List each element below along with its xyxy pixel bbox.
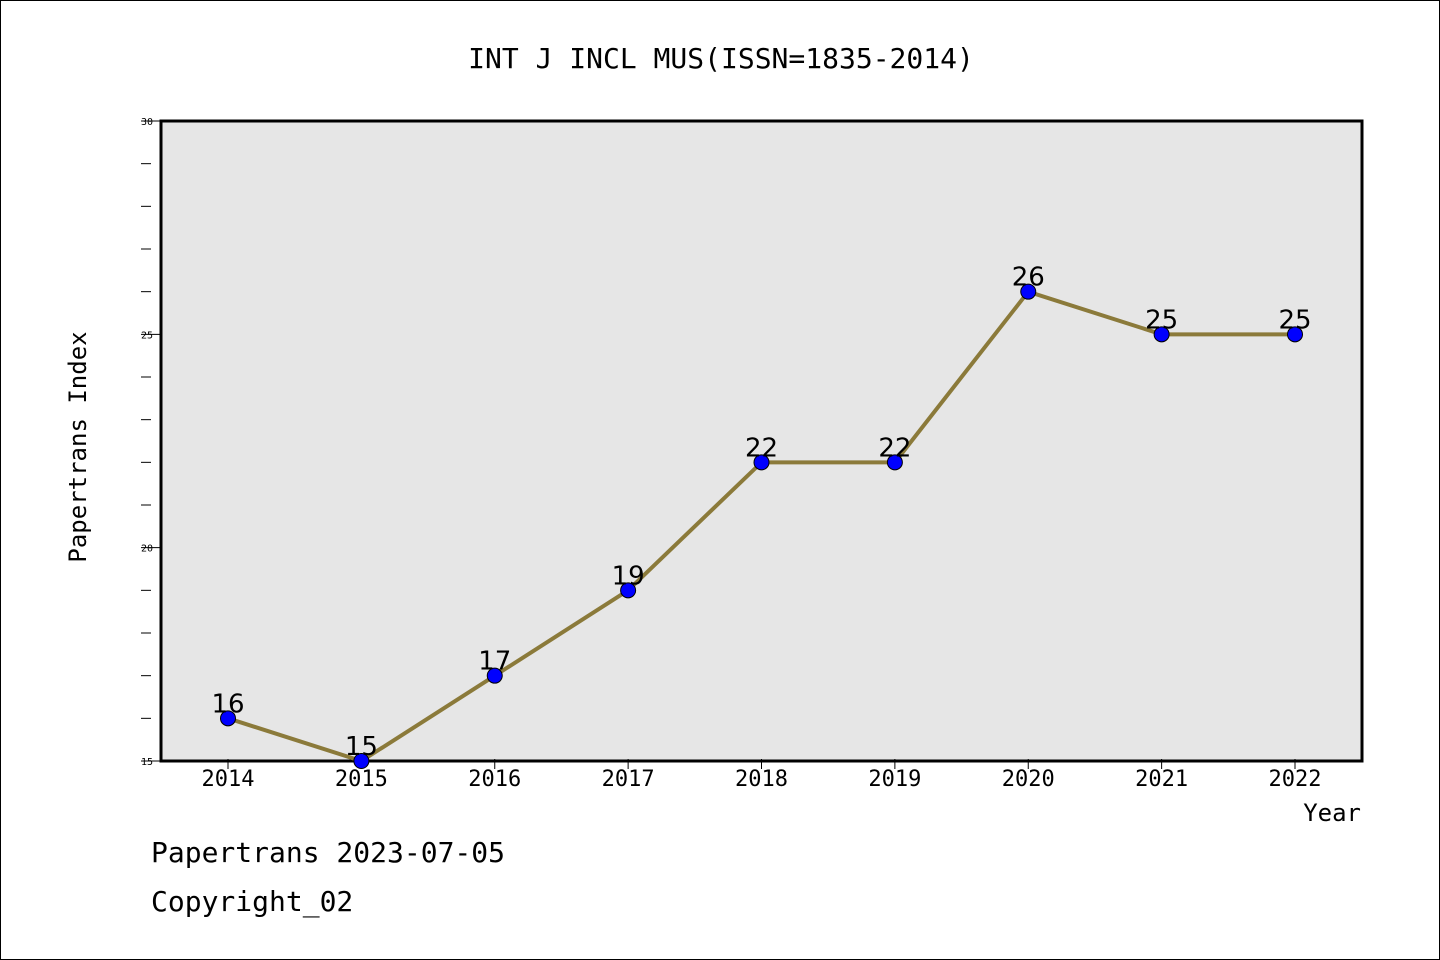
x-tick-label: 2021 — [1135, 767, 1188, 792]
x-tick-label: 2017 — [602, 767, 655, 792]
x-tick-label: 2018 — [735, 767, 788, 792]
plot-area — [159, 119, 1364, 763]
x-tick-label: 2020 — [1002, 767, 1055, 792]
footer-date-text: Papertrans 2023-07-05 — [151, 836, 506, 869]
x-tick-label: 2014 — [202, 767, 255, 792]
data-point — [353, 753, 370, 769]
chart-title: INT J INCL MUS(ISSN=1835-2014) — [468, 42, 974, 75]
data-point — [753, 454, 770, 471]
data-label: 17 — [478, 647, 511, 677]
data-point — [1287, 326, 1303, 343]
y-tick-label: 30 — [141, 117, 153, 128]
x-axis: 2014 2015 2016 2017 2018 2019 2020 2021 2022 — [202, 759, 1322, 792]
x-tick-label: 2016 — [468, 767, 521, 792]
y-tick-label: 15 — [141, 757, 153, 768]
data-label: 25 — [1145, 305, 1178, 335]
data-point — [1153, 326, 1170, 343]
data-labels: 16 15 17 19 22 22 26 25 25 — [211, 263, 1311, 762]
y-tick-label: 25 — [141, 330, 153, 341]
y-axis-label: Papertrans Index — [64, 331, 92, 562]
data-label: 16 — [211, 689, 244, 719]
data-points — [220, 283, 1303, 769]
data-label: 22 — [745, 433, 778, 463]
data-label: 19 — [612, 561, 645, 591]
data-point — [1020, 283, 1037, 300]
y-tick-label: 20 — [141, 544, 153, 555]
x-tick-label: 2019 — [868, 767, 921, 792]
footer-copyright-text: Copyright_02 — [151, 885, 354, 918]
data-label: 26 — [1012, 263, 1045, 293]
data-label: 15 — [345, 732, 378, 762]
data-label: 25 — [1278, 305, 1311, 335]
data-point — [620, 582, 637, 599]
data-point — [220, 710, 236, 727]
y-axis: 15 20 25 30 — [141, 117, 161, 768]
x-axis-label: Year — [1303, 799, 1361, 827]
data-label: 22 — [878, 433, 911, 463]
data-point — [486, 667, 503, 684]
data-point — [886, 454, 903, 471]
x-tick-label: 2022 — [1269, 767, 1322, 792]
x-tick-label: 2015 — [335, 767, 388, 792]
